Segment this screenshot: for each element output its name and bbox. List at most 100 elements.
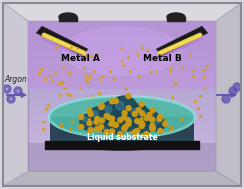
- Point: [170, 128, 173, 131]
- Text: Argon: Argon: [5, 75, 27, 84]
- Point: [180, 66, 184, 69]
- Point: [88, 126, 92, 129]
- Circle shape: [135, 119, 140, 124]
- Circle shape: [14, 87, 22, 95]
- Circle shape: [132, 108, 138, 115]
- Ellipse shape: [82, 109, 138, 121]
- Point: [56, 45, 60, 48]
- Bar: [28, 61, 216, 66]
- Bar: [28, 106, 216, 111]
- Text: Metal B: Metal B: [143, 54, 181, 63]
- Circle shape: [111, 120, 125, 134]
- Point: [89, 55, 93, 58]
- Point: [49, 74, 52, 77]
- Polygon shape: [216, 3, 241, 186]
- Point: [184, 123, 188, 126]
- Bar: [28, 21, 216, 26]
- Circle shape: [139, 121, 144, 126]
- Circle shape: [123, 125, 128, 129]
- Point: [140, 46, 144, 49]
- Bar: [50, 135, 194, 137]
- Point: [90, 94, 93, 97]
- Bar: [50, 127, 194, 129]
- Circle shape: [118, 132, 123, 136]
- Circle shape: [110, 129, 114, 134]
- Point: [168, 69, 172, 72]
- Bar: [28, 126, 216, 131]
- Point: [70, 119, 74, 122]
- Circle shape: [229, 87, 237, 95]
- Point: [133, 135, 137, 138]
- Circle shape: [110, 120, 114, 125]
- Circle shape: [157, 116, 162, 122]
- Point: [139, 125, 143, 129]
- Bar: [28, 71, 216, 76]
- Point: [95, 105, 99, 108]
- Bar: [28, 56, 216, 61]
- Bar: [28, 146, 216, 151]
- Circle shape: [99, 118, 104, 123]
- Point: [82, 66, 86, 69]
- Point: [202, 87, 206, 90]
- Circle shape: [141, 110, 159, 128]
- Circle shape: [7, 95, 15, 103]
- Point: [82, 59, 86, 62]
- Bar: [50, 123, 194, 125]
- Point: [78, 126, 82, 129]
- Point: [137, 74, 141, 77]
- Point: [59, 122, 63, 125]
- Circle shape: [105, 106, 112, 113]
- Circle shape: [126, 122, 131, 126]
- Point: [110, 122, 113, 125]
- Point: [136, 126, 140, 129]
- Circle shape: [158, 129, 163, 133]
- Point: [78, 86, 82, 89]
- Point: [95, 52, 99, 55]
- Point: [57, 81, 61, 84]
- Point: [122, 100, 126, 103]
- Bar: [28, 91, 216, 96]
- Circle shape: [110, 96, 138, 124]
- Bar: [28, 81, 216, 86]
- Circle shape: [83, 117, 88, 122]
- Circle shape: [96, 116, 112, 132]
- Point: [137, 113, 141, 116]
- Bar: [50, 125, 194, 127]
- Point: [140, 132, 143, 136]
- Bar: [28, 31, 216, 36]
- Point: [46, 104, 50, 107]
- Point: [54, 109, 58, 112]
- Point: [123, 115, 127, 118]
- Circle shape: [139, 123, 144, 129]
- Point: [156, 120, 160, 123]
- Circle shape: [147, 112, 152, 118]
- Point: [80, 113, 84, 116]
- Ellipse shape: [59, 13, 77, 21]
- Bar: [28, 121, 216, 126]
- Text: o: o: [10, 97, 12, 101]
- Circle shape: [233, 83, 241, 91]
- Circle shape: [139, 121, 144, 125]
- Circle shape: [126, 119, 131, 124]
- Point: [68, 94, 72, 97]
- Circle shape: [99, 125, 104, 129]
- Point: [138, 120, 142, 123]
- Point: [85, 77, 89, 80]
- Point: [124, 86, 128, 89]
- Bar: [50, 139, 194, 141]
- Point: [119, 47, 123, 50]
- Bar: [50, 121, 194, 123]
- Point: [128, 70, 132, 73]
- Point: [201, 68, 205, 71]
- Circle shape: [150, 108, 155, 112]
- Point: [87, 117, 91, 120]
- Point: [84, 78, 88, 81]
- Point: [84, 97, 88, 100]
- Point: [139, 118, 143, 121]
- Circle shape: [79, 115, 84, 120]
- Point: [179, 117, 183, 120]
- Circle shape: [87, 121, 92, 126]
- Point: [126, 117, 130, 120]
- Circle shape: [123, 114, 141, 132]
- Circle shape: [116, 102, 124, 110]
